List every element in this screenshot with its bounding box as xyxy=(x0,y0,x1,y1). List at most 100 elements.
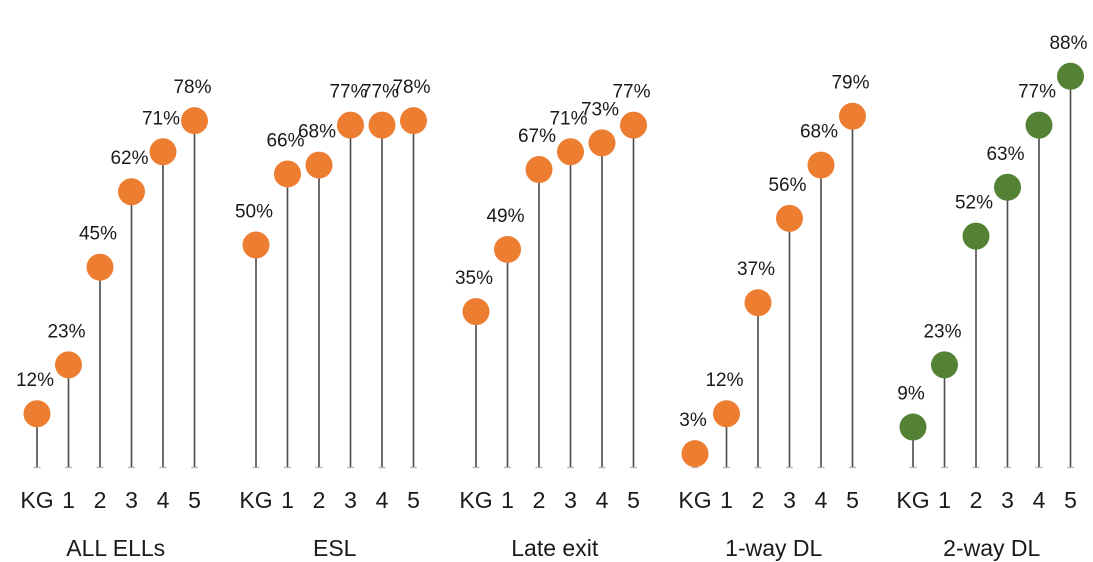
x-tick-label: 1 xyxy=(938,487,951,513)
x-tick-label: 3 xyxy=(1001,487,1014,513)
x-tick-label: KG xyxy=(678,487,711,513)
x-tick-label: 4 xyxy=(815,487,828,513)
x-tick-label: 1 xyxy=(720,487,733,513)
data-point xyxy=(776,204,803,232)
x-tick-label: KG xyxy=(459,487,492,513)
x-tick-label: 5 xyxy=(1064,487,1077,513)
group-4: 9% KG 23% 1 52% 2 63% 3 77% 4 88% 5 2-way DL xyxy=(896,33,1087,561)
data-point xyxy=(744,289,772,317)
x-tick-label: 5 xyxy=(846,487,859,513)
data-point xyxy=(1025,111,1053,139)
data-point xyxy=(899,413,927,441)
value-label: 52% xyxy=(955,193,993,214)
value-label: 71% xyxy=(549,108,587,129)
x-tick-label: 4 xyxy=(596,487,609,513)
value-label: 78% xyxy=(392,77,430,98)
x-tick-label: 2 xyxy=(313,487,326,513)
data-point xyxy=(839,102,866,130)
x-tick-label: 3 xyxy=(125,487,138,513)
group-label: 1-way DL xyxy=(725,535,822,561)
value-label: 77% xyxy=(1018,82,1056,103)
value-label: 35% xyxy=(455,268,493,289)
value-label: 23% xyxy=(47,321,85,342)
x-tick-label: 1 xyxy=(62,487,75,513)
data-point xyxy=(337,111,364,139)
x-tick-label: KG xyxy=(20,487,53,513)
value-label: 56% xyxy=(768,175,806,196)
x-tick-label: 5 xyxy=(407,487,420,513)
group-0: 12% KG 23% 1 45% 2 62% 3 71% 4 78% 5 ALL ELLs xyxy=(16,77,212,561)
x-tick-label: 5 xyxy=(188,487,201,513)
data-point xyxy=(368,111,396,139)
data-point xyxy=(681,440,709,468)
data-point xyxy=(149,138,177,166)
x-tick-label: KG xyxy=(896,487,929,513)
data-point xyxy=(400,107,427,135)
value-label: 23% xyxy=(923,321,961,342)
x-tick-label: 4 xyxy=(376,487,389,513)
x-tick-label: 3 xyxy=(783,487,796,513)
data-point xyxy=(557,138,584,166)
x-tick-label: 2 xyxy=(752,487,765,513)
value-label: 88% xyxy=(1049,33,1087,54)
x-tick-label: 2 xyxy=(94,487,107,513)
value-label: 12% xyxy=(705,370,743,391)
value-label: 37% xyxy=(737,259,775,280)
value-label: 77% xyxy=(361,82,399,103)
data-point xyxy=(994,173,1021,201)
value-label: 62% xyxy=(110,148,148,169)
value-label: 9% xyxy=(897,384,925,405)
value-label: 50% xyxy=(235,202,273,223)
data-point xyxy=(274,160,301,188)
data-point xyxy=(181,107,208,135)
value-label: 12% xyxy=(16,370,54,391)
value-label: 63% xyxy=(986,144,1024,165)
data-point xyxy=(620,111,647,139)
value-label: 45% xyxy=(79,224,117,245)
value-label: 78% xyxy=(173,77,211,98)
value-label: 77% xyxy=(612,82,650,103)
group-1: 50% KG 66% 1 68% 2 77% 3 77% 4 78% 5 ESL xyxy=(235,77,431,561)
value-label: 3% xyxy=(679,410,707,431)
x-tick-label: KG xyxy=(239,487,272,513)
x-tick-label: 3 xyxy=(344,487,357,513)
data-point xyxy=(1057,62,1084,90)
group-label: ALL ELLs xyxy=(66,535,165,561)
value-label: 79% xyxy=(831,73,869,94)
data-point xyxy=(242,231,270,259)
x-tick-label: 1 xyxy=(281,487,294,513)
x-tick-label: 4 xyxy=(157,487,170,513)
data-point xyxy=(55,351,82,379)
group-label: ESL xyxy=(313,535,357,561)
value-label: 68% xyxy=(298,122,336,143)
x-tick-label: 3 xyxy=(564,487,577,513)
x-tick-label: 5 xyxy=(627,487,640,513)
data-point xyxy=(86,253,114,281)
data-point xyxy=(118,178,145,206)
group-2: 35% KG 49% 1 67% 2 71% 3 73% 4 77% 5 Late exit xyxy=(455,82,651,561)
data-point xyxy=(713,400,740,428)
data-point xyxy=(588,129,616,157)
value-label: 73% xyxy=(581,99,619,120)
value-label: 49% xyxy=(486,206,524,227)
value-label: 67% xyxy=(518,126,556,147)
data-point xyxy=(931,351,958,379)
x-tick-label: 2 xyxy=(533,487,546,513)
group-3: 3% KG 12% 1 37% 2 56% 3 68% 4 79% 5 1-way DL xyxy=(678,73,869,561)
value-label: 66% xyxy=(266,130,304,151)
data-point xyxy=(807,151,835,179)
group-label: 2-way DL xyxy=(943,535,1040,561)
data-point xyxy=(962,222,990,250)
value-label: 77% xyxy=(329,82,367,103)
data-point xyxy=(525,156,553,184)
value-label: 71% xyxy=(142,108,180,129)
data-point xyxy=(494,235,521,263)
group-label: Late exit xyxy=(511,535,599,561)
x-tick-label: 1 xyxy=(501,487,514,513)
data-point xyxy=(462,298,490,326)
data-point xyxy=(305,151,333,179)
x-tick-label: 2 xyxy=(970,487,983,513)
value-label: 68% xyxy=(800,122,838,143)
x-tick-label: 4 xyxy=(1033,487,1046,513)
